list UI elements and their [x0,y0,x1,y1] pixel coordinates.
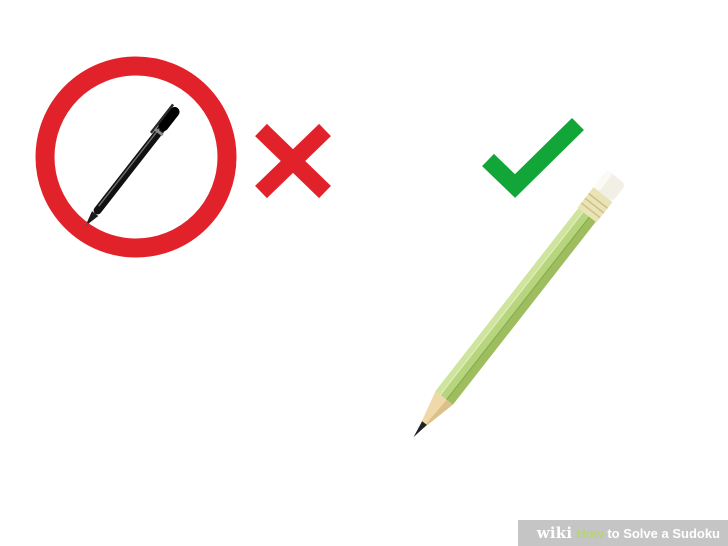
watermark-title: How to Solve a Sudoku [576,526,720,541]
pen-icon [84,103,180,227]
prohibition-circle-icon [35,56,237,258]
checkmark-icon [482,117,584,198]
pencil-icon [413,171,625,438]
watermark-brand: wiki [536,524,573,542]
cross-icon [255,123,331,199]
watermark-how: How [576,525,604,541]
watermark-title-rest: to Solve a Sudoku [603,525,720,541]
wikihow-watermark: wiki How to Solve a Sudoku [518,520,728,546]
